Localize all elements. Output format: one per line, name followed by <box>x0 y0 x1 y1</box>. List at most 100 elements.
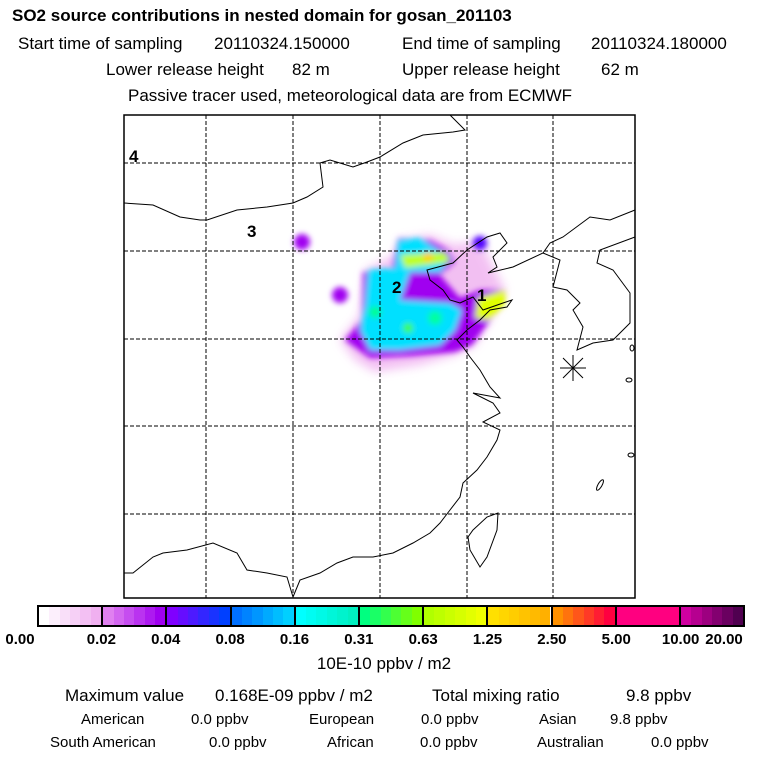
colorbar-swatch <box>627 607 638 625</box>
upper-height-value: 62 m <box>601 60 639 79</box>
colorbar-swatch <box>208 607 220 625</box>
upper-height-label: Upper release height <box>402 60 560 79</box>
colorbar-segment <box>359 607 425 625</box>
colorbar-segment <box>488 607 553 625</box>
asian-value: 9.8 ppbv <box>610 711 668 728</box>
american-value: 0.0 ppbv <box>191 711 249 728</box>
map-label-2: 2 <box>392 278 401 297</box>
colorbar-swatch <box>604 607 615 625</box>
colorbar-swatch <box>701 607 712 625</box>
colorbar-swatch <box>167 607 178 625</box>
colorbar-tick-label: 0.02 <box>86 631 116 648</box>
colorbar-swatch <box>39 607 50 625</box>
south-american-label: South American <box>50 734 156 751</box>
colorbar-swatch <box>573 607 584 625</box>
max-value-label: Maximum value <box>65 686 185 705</box>
colorbar-swatch <box>80 607 91 625</box>
colorbar-swatch <box>691 607 702 625</box>
colorbar-swatch <box>424 607 435 625</box>
colorbar-swatch <box>134 607 145 625</box>
european-label: European <box>309 711 375 728</box>
colorbar-swatch <box>647 607 659 625</box>
colorbar-tick-label: 5.00 <box>601 631 631 648</box>
colorbar-swatch <box>583 607 594 625</box>
colorbar-swatch <box>252 607 263 625</box>
african-label: African <box>327 734 374 751</box>
colorbar-swatch <box>123 607 135 625</box>
tracer-note: Passive tracer used, meteorological data… <box>128 86 573 105</box>
map-label-3: 3 <box>247 222 256 241</box>
colorbar-swatch <box>103 607 114 625</box>
colorbar-tick-label: 20.00 <box>705 631 743 648</box>
grid-lines <box>124 115 635 598</box>
colorbar-swatch <box>529 607 541 625</box>
colorbar-swatch <box>475 607 487 625</box>
colorbar-swatch <box>680 607 692 625</box>
colorbar-swatch <box>509 607 520 625</box>
colorbar-swatch <box>219 607 230 625</box>
colorbar-swatch <box>90 607 102 625</box>
colorbar-segment <box>680 607 744 625</box>
colorbar-swatch <box>434 607 445 625</box>
colorbar-swatch <box>380 607 392 625</box>
colorbar-tick-label: 0.16 <box>279 631 310 648</box>
colorbar-swatch <box>154 607 166 625</box>
colorbar-segment <box>616 607 681 625</box>
colorbar-tick-label: 2.50 <box>537 631 567 648</box>
colorbar-segment <box>231 607 296 625</box>
colorbar-swatch <box>49 607 60 625</box>
receptor-asterisk-icon <box>560 355 586 381</box>
end-time-label: End time of sampling <box>402 34 561 53</box>
colorbar-swatch <box>732 607 744 625</box>
lower-height-value: 82 m <box>292 60 330 79</box>
max-value: 0.168E-09 ppbv / m2 <box>215 686 373 705</box>
colorbar-swatch <box>637 607 648 625</box>
colorbar-swatch <box>668 607 679 625</box>
map-frame <box>123 114 636 599</box>
colorbar-swatch <box>198 607 209 625</box>
colorbar-swatch <box>262 607 273 625</box>
lower-height-label: Lower release height <box>106 60 264 79</box>
end-time-value: 20110324.180000 <box>591 34 727 53</box>
colorbar-swatch <box>658 607 669 625</box>
start-time-value: 20110324.150000 <box>214 34 350 53</box>
colorbar-segment <box>39 607 104 625</box>
map-label-1: 1 <box>477 286 486 305</box>
colorbar-unit: 10E-10 ppbv / m2 <box>316 654 452 673</box>
colorbar-swatch <box>188 607 199 625</box>
colorbar-swatch <box>70 607 81 625</box>
colorbar-swatch <box>316 607 327 625</box>
colorbar-swatch <box>465 607 476 625</box>
colorbar-swatch <box>711 607 723 625</box>
colorbar-swatch <box>391 607 402 625</box>
colorbar-swatch <box>552 607 563 625</box>
colorbar-swatch <box>231 607 242 625</box>
european-value: 0.0 ppbv <box>421 711 479 728</box>
colorbar-swatch <box>113 607 124 625</box>
map-label-4: 4 <box>129 147 139 166</box>
south-american-value: 0.0 ppbv <box>209 734 267 751</box>
colorbar-swatch <box>370 607 381 625</box>
colorbar-swatch <box>444 607 456 625</box>
australian-label: Australian <box>537 734 604 751</box>
colorbar <box>37 605 745 627</box>
colorbar-segment <box>424 607 489 625</box>
colorbar-swatch <box>273 607 284 625</box>
colorbar-tick-label: 0.63 <box>408 631 438 648</box>
colorbar-swatch <box>241 607 253 625</box>
colorbar-tick-label: 0.04 <box>151 631 181 648</box>
colorbar-swatch <box>488 607 499 625</box>
colorbar-swatch <box>401 607 412 625</box>
colorbar-swatch <box>283 607 294 625</box>
colorbar-swatch <box>306 607 317 625</box>
colorbar-swatch <box>326 607 338 625</box>
asian-label: Asian <box>539 711 577 728</box>
colorbar-swatch <box>177 607 189 625</box>
colorbar-swatch <box>359 607 371 625</box>
coastlines <box>123 114 636 598</box>
colorbar-swatch <box>498 607 510 625</box>
american-label: American <box>81 711 145 728</box>
colorbar-segment <box>103 607 168 625</box>
colorbar-swatch <box>59 607 71 625</box>
